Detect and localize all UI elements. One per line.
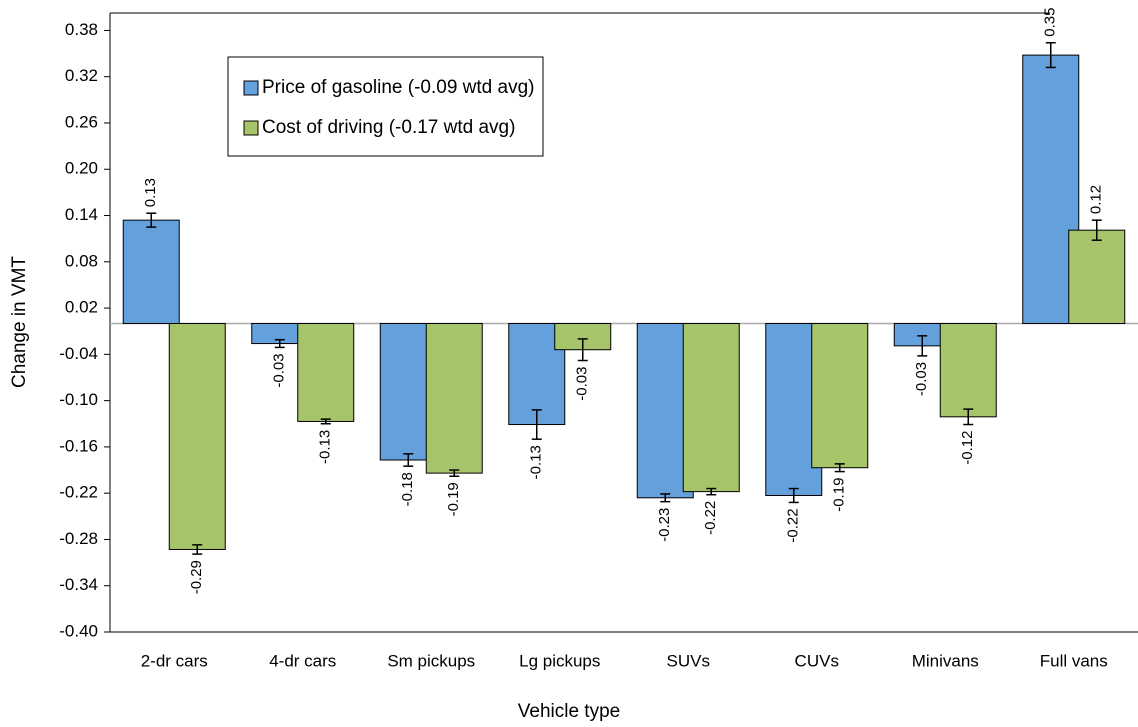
- bar: [297, 323, 355, 422]
- y-axis-title: Change in VMT: [9, 256, 30, 388]
- y-tick-label: -0.16: [59, 436, 98, 455]
- legend-swatch: [243, 120, 259, 136]
- y-tick-label: -0.22: [59, 483, 98, 502]
- data-label: -0.13: [317, 430, 334, 464]
- data-label: -0.22: [702, 501, 719, 535]
- data-label: -0.18: [399, 472, 416, 506]
- legend-swatch: [243, 80, 259, 96]
- x-tick-label: 2-dr cars: [141, 651, 208, 670]
- y-tick-label: 0.32: [65, 66, 98, 85]
- bar: [939, 323, 997, 418]
- data-label: -0.29: [188, 560, 205, 594]
- data-label: -0.03: [913, 362, 930, 396]
- y-tick-label: 0.38: [65, 20, 98, 39]
- y-tick-label: -0.10: [59, 390, 98, 409]
- data-label: -0.13: [528, 445, 545, 479]
- data-label: -0.19: [831, 478, 848, 512]
- x-tick-label: Sm pickups: [387, 651, 475, 670]
- y-tick-label: -0.28: [59, 529, 98, 548]
- y-tick-label: -0.34: [59, 575, 98, 594]
- legend-label: Price of gasoline (-0.09 wtd avg): [262, 77, 534, 98]
- bar: [811, 323, 869, 469]
- x-tick-label: Full vans: [1040, 651, 1108, 670]
- data-label: 0.12: [1088, 185, 1105, 214]
- y-tick-label: 0.08: [65, 251, 98, 270]
- bar: [168, 323, 226, 550]
- legend-box: [227, 56, 544, 157]
- y-tick-label: 0.14: [65, 205, 98, 224]
- x-tick-label: SUVs: [667, 651, 710, 670]
- data-label: 0.13: [142, 178, 159, 207]
- y-tick-label: -0.04: [59, 344, 98, 363]
- bar: [1068, 229, 1126, 325]
- data-label: -0.19: [445, 482, 462, 516]
- y-tick-label: 0.02: [65, 298, 98, 317]
- data-label: -0.12: [959, 431, 976, 465]
- bar: [122, 219, 180, 324]
- y-tick-label: -0.40: [59, 621, 98, 640]
- data-label: -0.22: [785, 508, 802, 542]
- data-label: -0.03: [271, 353, 288, 387]
- x-tick-label: Lg pickups: [519, 651, 600, 670]
- data-label: 0.35: [1042, 8, 1059, 37]
- data-label: -0.03: [574, 367, 591, 401]
- x-axis-title: Vehicle type: [518, 701, 620, 722]
- data-label: -0.23: [656, 508, 673, 542]
- y-tick-label: 0.26: [65, 112, 98, 131]
- y-tick-label: 0.20: [65, 159, 98, 178]
- bar: [682, 323, 740, 493]
- x-tick-label: CUVs: [795, 651, 839, 670]
- bar: [425, 323, 483, 474]
- x-tick-label: 4-dr cars: [269, 651, 336, 670]
- x-tick-label: Minivans: [912, 651, 979, 670]
- legend-label: Cost of driving (-0.17 wtd avg): [262, 117, 515, 138]
